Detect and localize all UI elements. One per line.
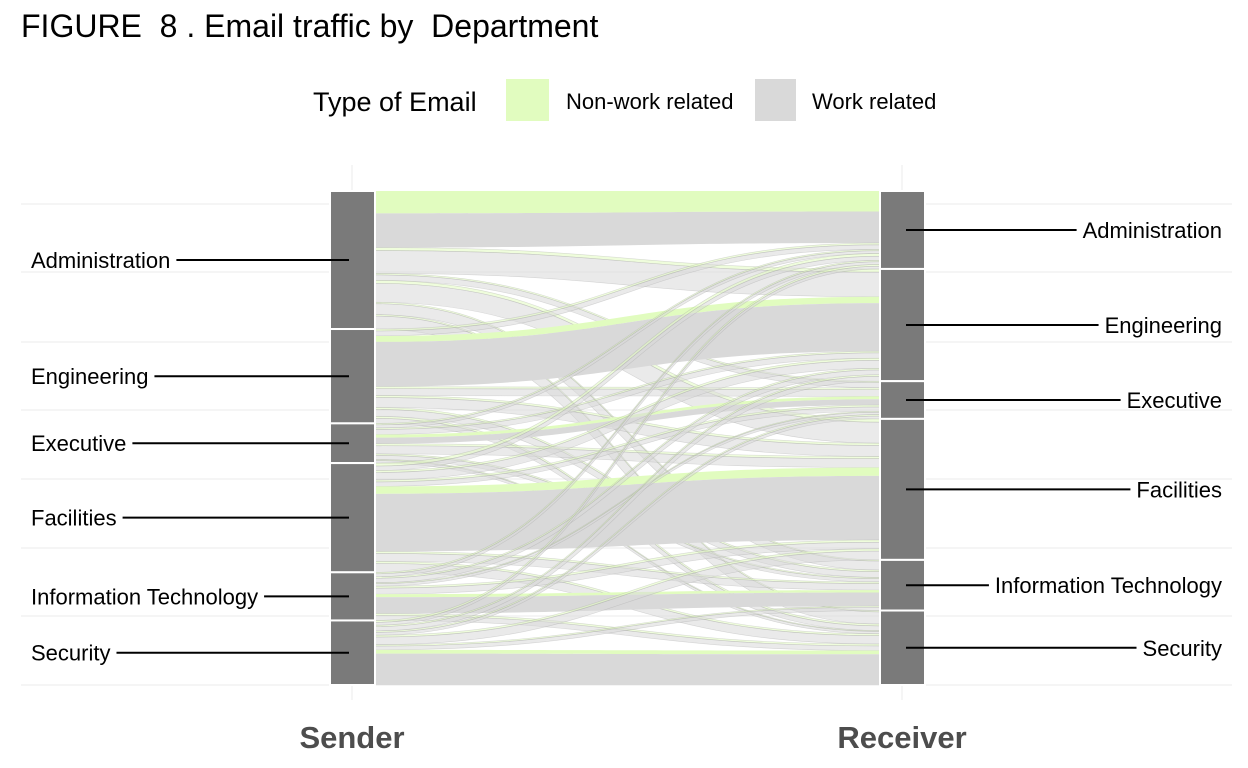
sender-label-executive: Executive: [31, 431, 126, 456]
receiver-label-facilities: Facilities: [1136, 477, 1222, 502]
flows: [374, 191, 881, 685]
axis-label-receiver: Receiver: [837, 720, 966, 755]
legend-swatch-work: [755, 79, 796, 121]
chart-title: FIGURE 8 . Email traffic by Department: [21, 8, 599, 44]
flow-security-to-security-work-related: [375, 653, 880, 685]
flow-facilities-to-facilities-non-work-related: [375, 467, 880, 494]
sender-label-information-technology: Information Technology: [31, 584, 258, 609]
receiver-label-engineering: Engineering: [1105, 313, 1222, 338]
stratum-labels: Administration Engineering Executive Facili…: [31, 218, 1222, 666]
receiver-label-security: Security: [1143, 636, 1222, 661]
flow-security-to-security-non-work-related: [375, 649, 880, 655]
sender-label-engineering: Engineering: [31, 364, 148, 389]
sender-label-facilities: Facilities: [31, 506, 117, 531]
sender-label-administration: Administration: [31, 248, 170, 273]
legend-title: Type of Email: [313, 87, 477, 117]
flow-administration-to-administration-non-work-related: [375, 191, 880, 214]
flow-engineering-to-engineering-non-work-related: [375, 296, 880, 342]
sender-label-security: Security: [31, 641, 110, 666]
receiver-label-information-technology: Information Technology: [995, 573, 1222, 598]
legend-label-work: Work related: [812, 89, 936, 114]
legend-label-non-work: Non-work related: [566, 89, 734, 114]
legend: Type of Email Non-work related Work rela…: [313, 79, 936, 121]
legend-swatch-non-work: [506, 79, 549, 121]
flow-administration-to-administration-work-related: [375, 211, 880, 248]
receiver-label-administration: Administration: [1083, 218, 1222, 243]
flow-engineering-to-engineering-work-related: [375, 303, 880, 387]
axis-label-sender: Sender: [299, 720, 404, 755]
flow-facilities-to-facilities-work-related: [375, 475, 880, 552]
receiver-label-executive: Executive: [1127, 388, 1222, 413]
